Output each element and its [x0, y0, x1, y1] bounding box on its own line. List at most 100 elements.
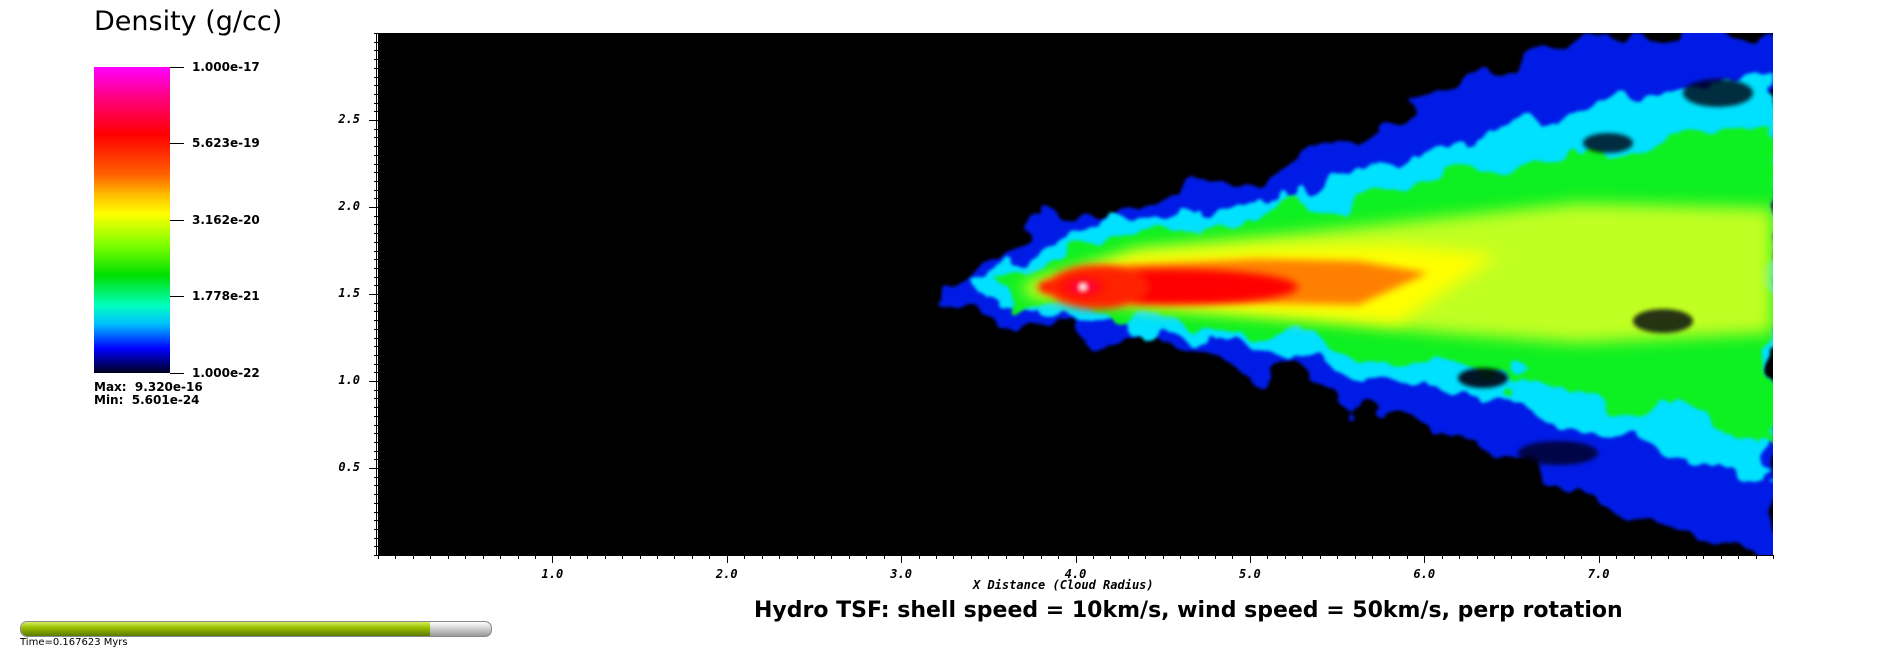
x-minor-tick [1459, 555, 1461, 559]
y-minor-tick [374, 111, 378, 113]
y-minor-tick [374, 459, 378, 461]
x-minor-tick [1650, 555, 1652, 559]
y-major-tick [369, 207, 378, 208]
y-minor-tick [374, 198, 378, 200]
y-minor-tick [374, 76, 378, 78]
y-minor-tick [374, 259, 378, 261]
x-minor-tick [883, 555, 885, 559]
y-major-tick [369, 294, 378, 295]
x-minor-tick [970, 555, 972, 559]
colorbar-tick [170, 373, 184, 374]
time-label: Time=0.167623 Myrs [20, 637, 128, 648]
x-minor-tick [848, 555, 850, 559]
x-minor-tick [1371, 555, 1373, 559]
y-minor-tick [374, 407, 378, 409]
y-minor-tick [374, 128, 378, 130]
x-minor-tick [709, 555, 711, 559]
x-tick-label: 1.0 [541, 567, 564, 581]
x-minor-tick [761, 555, 763, 559]
y-minor-tick [374, 520, 378, 522]
x-minor-tick [1145, 555, 1147, 559]
x-minor-tick [866, 555, 868, 559]
colorbar [94, 67, 170, 373]
x-minor-tick [1023, 555, 1025, 559]
x-major-tick [552, 555, 554, 563]
y-tick-label: 1.0 [338, 373, 360, 387]
colorbar-tick-label: 3.162e-20 [192, 213, 260, 227]
y-minor-tick [374, 433, 378, 435]
x-minor-tick [639, 555, 641, 559]
y-minor-tick [374, 215, 378, 217]
x-minor-tick [1232, 555, 1234, 559]
y-minor-tick [374, 285, 378, 287]
y-minor-tick [374, 415, 378, 417]
x-minor-tick [395, 555, 397, 559]
y-minor-tick [374, 59, 378, 61]
y-minor-tick [374, 154, 378, 156]
y-minor-tick [374, 276, 378, 278]
x-minor-tick [1284, 555, 1286, 559]
y-minor-tick [374, 93, 378, 95]
x-minor-tick [1528, 555, 1530, 559]
time-progress-fill [21, 622, 430, 636]
x-minor-tick [1685, 555, 1687, 559]
y-minor-tick [374, 320, 378, 322]
y-tick-label: 1.5 [338, 286, 360, 300]
x-minor-tick [1127, 555, 1129, 559]
x-major-tick [1075, 555, 1077, 563]
x-minor-tick [482, 555, 484, 559]
y-minor-tick [374, 67, 378, 69]
x-minor-tick [1563, 555, 1565, 559]
y-minor-tick [374, 102, 378, 104]
x-minor-tick [1092, 555, 1094, 559]
x-minor-tick [744, 555, 746, 559]
y-minor-tick [374, 485, 378, 487]
x-minor-tick [953, 555, 955, 559]
x-minor-tick [604, 555, 606, 559]
time-progress-bar [20, 621, 492, 637]
x-minor-tick [1267, 555, 1269, 559]
x-minor-tick [1720, 555, 1722, 559]
y-major-tick [369, 120, 378, 121]
x-minor-tick [918, 555, 920, 559]
x-minor-tick [674, 555, 676, 559]
y-minor-tick [374, 511, 378, 513]
colorbar-tick-label: 5.623e-19 [192, 136, 260, 150]
y-minor-tick [374, 302, 378, 304]
y-minor-tick [374, 250, 378, 252]
x-minor-tick [465, 555, 467, 559]
x-minor-tick [517, 555, 519, 559]
y-minor-tick [374, 233, 378, 235]
y-minor-tick [374, 85, 378, 87]
y-minor-tick [374, 441, 378, 443]
y-minor-tick [374, 502, 378, 504]
colorbar-title: Density (g/cc) [94, 6, 283, 37]
x-minor-tick [988, 555, 990, 559]
y-minor-tick [374, 33, 378, 34]
x-major-tick [726, 555, 728, 563]
x-minor-tick [1040, 555, 1042, 559]
x-tick-label: 3.0 [890, 567, 912, 581]
x-tick-label: 2.0 [715, 567, 738, 581]
x-minor-tick [1215, 555, 1216, 559]
y-minor-tick [374, 172, 378, 174]
plot-title: Hydro TSF: shell speed = 10km/s, wind sp… [754, 598, 1623, 623]
y-minor-tick [374, 337, 378, 339]
x-major-tick [1249, 555, 1251, 563]
x-minor-tick [1389, 555, 1391, 559]
x-minor-tick [1302, 555, 1304, 559]
y-minor-tick [374, 50, 378, 52]
x-minor-tick [657, 555, 658, 559]
y-minor-tick [374, 398, 378, 400]
y-major-tick [369, 381, 378, 382]
y-minor-tick [374, 328, 378, 330]
y-minor-tick [374, 267, 378, 269]
x-minor-tick [412, 555, 414, 559]
y-minor-tick [374, 146, 378, 148]
x-minor-tick [1546, 555, 1548, 559]
y-minor-tick [374, 528, 378, 530]
x-minor-tick [1058, 555, 1060, 559]
x-minor-tick [1197, 555, 1199, 559]
colorbar-tick [170, 296, 184, 297]
x-major-tick [1424, 555, 1426, 563]
